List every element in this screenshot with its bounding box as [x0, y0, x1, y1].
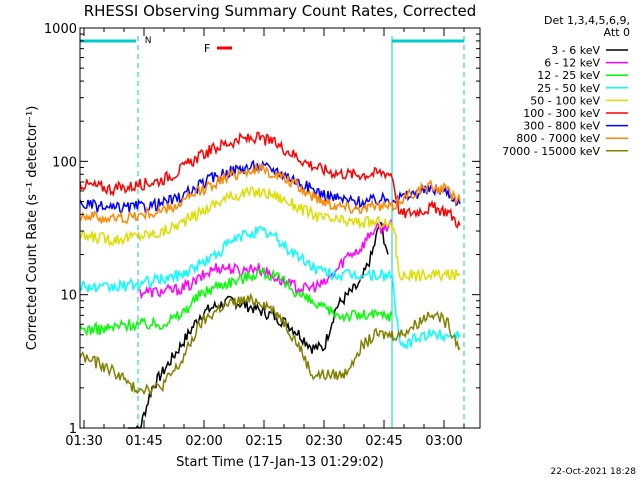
legend-header-line-2: Att 0 [604, 26, 630, 39]
legend-entry-label: 50 - 100 keV [530, 94, 600, 107]
timestamp-label: 22-Oct-2021 18:28 [551, 467, 637, 477]
series-line-800-7000-kev [79, 162, 461, 225]
series-line-3-6-kev [128, 222, 389, 429]
legend-entry-label: 6 - 12 keV [544, 57, 600, 70]
legend-entry-label: 25 - 50 keV [537, 82, 600, 95]
legend-entry-label: 12 - 25 keV [537, 69, 600, 82]
chart-title: RHESSI Observing Summary Count Rates, Co… [84, 2, 477, 20]
plot-frame [79, 27, 481, 429]
series-line-50-100-kev [79, 186, 461, 283]
x-tick-label: 01:30 [65, 434, 102, 449]
x-tick-label: 01:45 [125, 434, 162, 449]
x-tick-label: 03:00 [425, 434, 462, 449]
plot-area: N F 1 10 100 1000 01:30 01:45 02:00 02:15 02:30 02:… [44, 22, 628, 449]
x-axis-label: Start Time (17-Jan-13 01:29:02) [176, 455, 384, 470]
x-tick-label: 02:30 [305, 434, 342, 449]
y-tick-label: 100 [52, 155, 77, 170]
legend-entry-label: 800 - 7000 keV [516, 132, 600, 145]
x-tick-label: 02:00 [185, 434, 222, 449]
series-line-7000-15000-kev [79, 292, 461, 396]
y-tick-label: 1 [69, 422, 77, 437]
y-tick-label: 10 [60, 289, 77, 304]
legend-entry-label: 300 - 800 keV [523, 120, 600, 133]
flare-label: F [204, 42, 210, 55]
x-tick-label: 02:45 [365, 434, 402, 449]
y-axis-label: Corrected Count Rate (s⁻¹ detector⁻¹) [25, 106, 40, 351]
legend-entry-label: 7000 - 15000 keV [502, 145, 600, 158]
legend-header-line-1: Det 1,3,4,5,6,9, [544, 14, 630, 27]
y-tick-label: 1000 [44, 22, 77, 37]
legend-entry-label: 100 - 300 keV [523, 107, 600, 120]
legend-entry-label: 3 - 6 keV [551, 44, 600, 57]
series-line-12-25-kev [79, 267, 393, 337]
series-line-6-12-kev [139, 218, 393, 300]
series-line-25-50-kev [79, 225, 461, 350]
x-tick-label: 02:15 [245, 434, 282, 449]
night-label: N [145, 36, 152, 46]
